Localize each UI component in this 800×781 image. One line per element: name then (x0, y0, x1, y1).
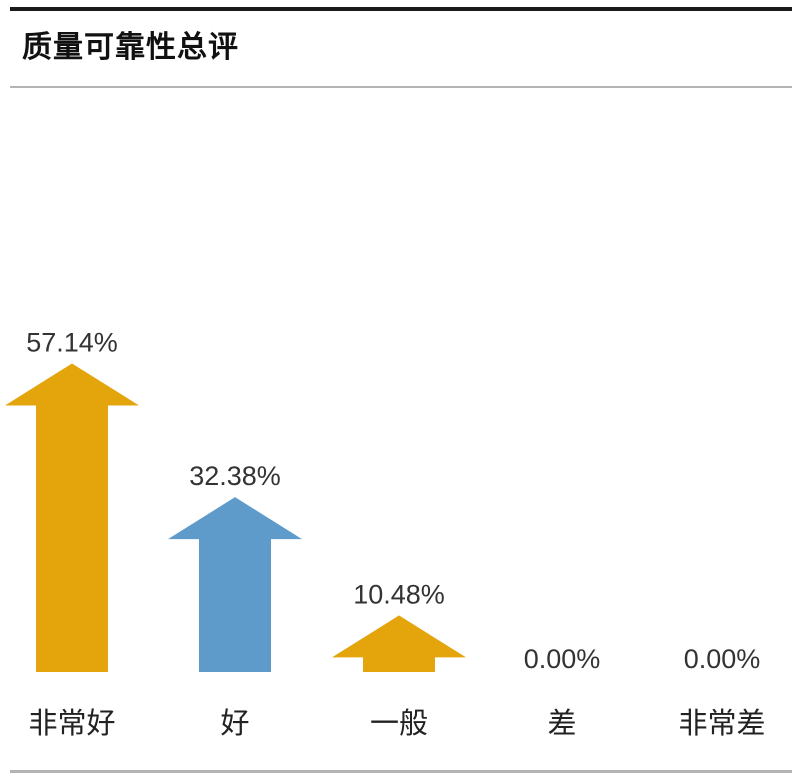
bar-arrow-3 (332, 615, 466, 672)
bar-arrow-2 (168, 497, 302, 672)
value-label-5: 0.00% (684, 644, 761, 674)
category-label-4: 差 (547, 706, 576, 740)
category-label-3: 一般 (370, 706, 428, 740)
chart-title: 质量可靠性总评 (22, 30, 239, 65)
bottom-rule (10, 770, 792, 773)
top-rule (10, 7, 792, 11)
category-label-2: 好 (220, 706, 249, 740)
category-label-5: 非常差 (678, 706, 765, 740)
category-label-1: 非常好 (28, 706, 115, 740)
value-label-2: 32.38% (189, 461, 281, 491)
bar-arrow-1 (5, 363, 139, 672)
value-label-3: 10.48% (353, 579, 445, 609)
title-divider (10, 86, 792, 88)
value-label-4: 0.00% (524, 644, 601, 674)
value-label-1: 57.14% (26, 327, 118, 357)
